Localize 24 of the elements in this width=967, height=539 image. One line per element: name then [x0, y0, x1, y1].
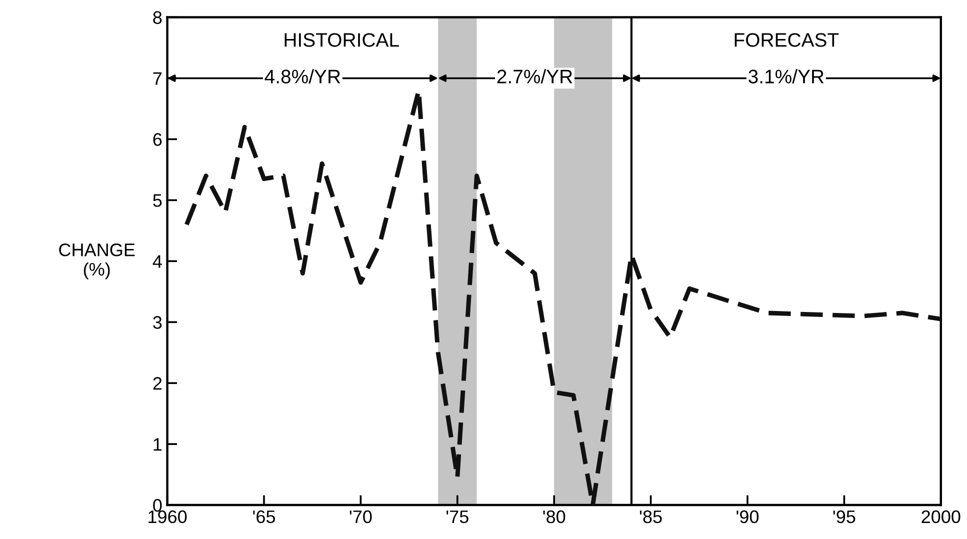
y-tick-label: 7: [153, 72, 162, 85]
y-tick-label: 3: [153, 316, 162, 329]
annotation: FORECAST: [734, 33, 839, 47]
y-tick-label: 1: [154, 438, 162, 451]
y-axis-title: CHANGE (%): [59, 243, 135, 280]
x-tick-label: '65: [253, 510, 275, 524]
y-tick-label: 5: [153, 194, 162, 207]
y-tick-label: 4: [152, 255, 162, 268]
x-tick-label: '85: [640, 510, 662, 524]
annotation: 2.7%/YR: [497, 69, 572, 84]
x-tick-label: '95: [833, 510, 856, 524]
x-tick-label: 1960: [148, 510, 187, 524]
x-tick-label: 2000: [922, 510, 960, 524]
x-tick-label: '70: [350, 510, 372, 524]
x-tick-label: '80: [543, 510, 566, 524]
annotation: 4.8%/YR: [264, 69, 340, 84]
y-tick-label: 8: [153, 11, 162, 24]
annotation: 3.1%/YR: [748, 69, 824, 84]
y-tick-label: 6: [153, 133, 162, 146]
x-tick-label: '75: [446, 510, 468, 524]
annotation: HISTORICAL: [284, 33, 399, 47]
y-tick-label: 0: [153, 498, 162, 512]
y-tick-label: 2: [153, 377, 162, 390]
x-tick-label: '90: [736, 510, 759, 524]
